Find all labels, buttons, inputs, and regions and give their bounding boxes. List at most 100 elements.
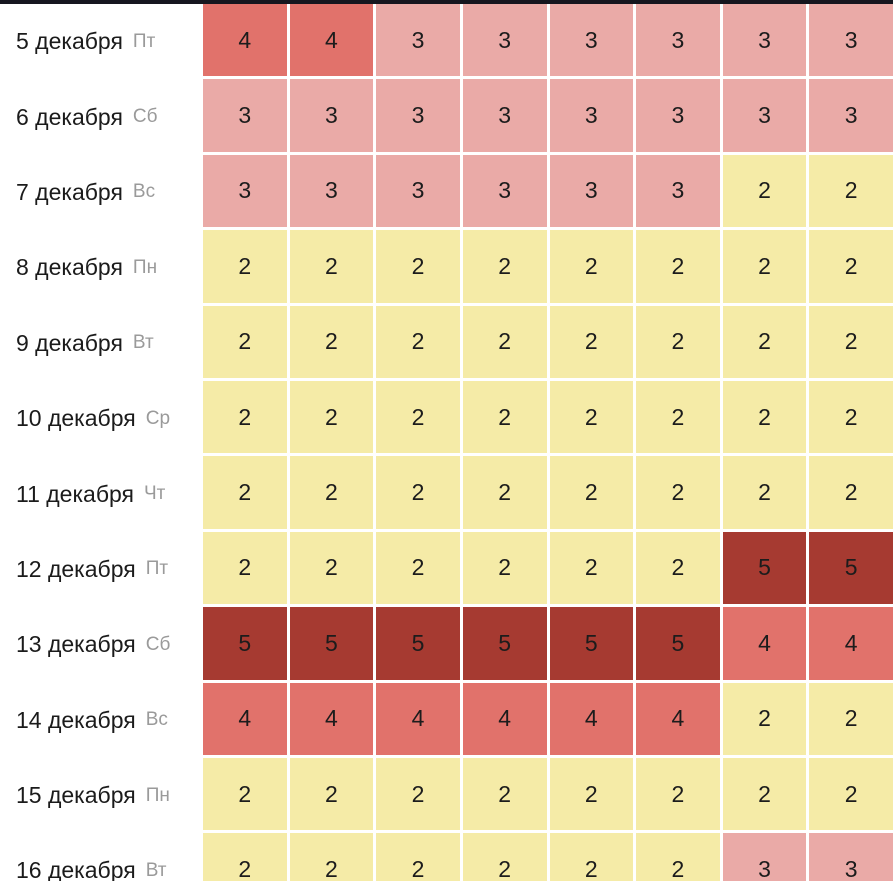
heat-cell[interactable]: 2 bbox=[289, 531, 374, 605]
heat-cell[interactable]: 3 bbox=[809, 79, 893, 152]
heat-cell[interactable]: 2 bbox=[636, 380, 720, 454]
heat-cell[interactable]: 2 bbox=[549, 833, 634, 881]
heat-cell[interactable]: 2 bbox=[462, 531, 547, 605]
heat-cell[interactable]: 2 bbox=[549, 380, 634, 454]
heat-cell[interactable]: 2 bbox=[289, 757, 374, 831]
heat-cell[interactable]: 3 bbox=[809, 4, 893, 77]
heat-cell[interactable]: 2 bbox=[289, 230, 374, 303]
heat-cell[interactable]: 2 bbox=[809, 380, 893, 454]
heat-cell[interactable]: 3 bbox=[809, 833, 893, 881]
heat-cell[interactable]: 2 bbox=[722, 380, 807, 454]
heat-cell[interactable]: 2 bbox=[722, 757, 807, 831]
heat-cell[interactable]: 2 bbox=[203, 456, 287, 529]
heat-cell[interactable]: 4 bbox=[289, 4, 374, 77]
heat-cell[interactable]: 5 bbox=[549, 607, 634, 680]
heat-cell[interactable]: 2 bbox=[549, 456, 634, 529]
heat-cell[interactable]: 3 bbox=[636, 4, 720, 77]
heat-cell[interactable]: 2 bbox=[636, 456, 720, 529]
heat-cell[interactable]: 2 bbox=[809, 456, 893, 529]
heat-cell[interactable]: 4 bbox=[289, 682, 374, 755]
heat-cell[interactable]: 2 bbox=[722, 305, 807, 378]
heat-cell[interactable]: 2 bbox=[376, 757, 460, 831]
heat-cell[interactable]: 3 bbox=[289, 79, 374, 152]
heat-cell[interactable]: 2 bbox=[203, 230, 287, 303]
heat-cell[interactable]: 5 bbox=[722, 531, 807, 605]
heat-cell[interactable]: 2 bbox=[462, 757, 547, 831]
heat-cell[interactable]: 5 bbox=[809, 531, 893, 605]
heat-cell[interactable]: 3 bbox=[549, 4, 634, 77]
heat-cell[interactable]: 3 bbox=[376, 4, 460, 77]
date-label: 12 декабря bbox=[16, 555, 136, 582]
heat-cell[interactable]: 5 bbox=[289, 607, 374, 680]
heat-cell[interactable]: 5 bbox=[376, 607, 460, 680]
heat-cell[interactable]: 3 bbox=[203, 79, 287, 152]
heat-cell[interactable]: 2 bbox=[549, 230, 634, 303]
heat-cell[interactable]: 5 bbox=[462, 607, 547, 680]
heat-cell[interactable]: 2 bbox=[636, 230, 720, 303]
heat-cell[interactable]: 2 bbox=[376, 305, 460, 378]
heat-cell[interactable]: 2 bbox=[549, 531, 634, 605]
heat-cell[interactable]: 3 bbox=[722, 4, 807, 77]
heat-cell[interactable]: 4 bbox=[809, 607, 893, 680]
heat-cell[interactable]: 2 bbox=[289, 833, 374, 881]
heat-cell[interactable]: 5 bbox=[636, 607, 720, 680]
heat-cell[interactable]: 3 bbox=[376, 79, 460, 152]
heat-cell[interactable]: 5 bbox=[203, 607, 287, 680]
heat-cell[interactable]: 2 bbox=[722, 456, 807, 529]
heat-cell[interactable]: 2 bbox=[289, 456, 374, 529]
heat-cell[interactable]: 4 bbox=[462, 682, 547, 755]
heat-cell[interactable]: 2 bbox=[636, 531, 720, 605]
heat-cell[interactable]: 2 bbox=[376, 230, 460, 303]
heat-cell[interactable]: 2 bbox=[462, 230, 547, 303]
heat-cell[interactable]: 3 bbox=[462, 79, 547, 152]
heat-cell[interactable]: 2 bbox=[203, 305, 287, 378]
heat-cell[interactable]: 2 bbox=[289, 380, 374, 454]
heat-cell[interactable]: 2 bbox=[376, 456, 460, 529]
heat-cell[interactable]: 2 bbox=[549, 757, 634, 831]
heat-cell[interactable]: 2 bbox=[462, 305, 547, 378]
heat-cell[interactable]: 3 bbox=[289, 154, 374, 228]
heat-cell[interactable]: 3 bbox=[462, 154, 547, 228]
heat-cell[interactable]: 2 bbox=[809, 682, 893, 755]
heat-cell[interactable]: 2 bbox=[376, 833, 460, 881]
heat-cell[interactable]: 3 bbox=[636, 154, 720, 228]
heat-cell[interactable]: 2 bbox=[203, 833, 287, 881]
heat-cell[interactable]: 4 bbox=[636, 682, 720, 755]
heat-cell[interactable]: 4 bbox=[203, 682, 287, 755]
heat-cell[interactable]: 2 bbox=[722, 230, 807, 303]
heat-cell[interactable]: 2 bbox=[462, 456, 547, 529]
heat-cell[interactable]: 2 bbox=[809, 230, 893, 303]
heat-cell[interactable]: 2 bbox=[809, 305, 893, 378]
heat-cell[interactable]: 4 bbox=[203, 4, 287, 77]
heat-cell[interactable]: 3 bbox=[376, 154, 460, 228]
heat-cell[interactable]: 2 bbox=[203, 757, 287, 831]
heat-cell[interactable]: 3 bbox=[549, 154, 634, 228]
heat-cell[interactable]: 4 bbox=[376, 682, 460, 755]
heat-cell[interactable]: 2 bbox=[203, 380, 287, 454]
heat-cell[interactable]: 2 bbox=[376, 531, 460, 605]
heat-cell[interactable]: 3 bbox=[722, 833, 807, 881]
heat-cell[interactable]: 2 bbox=[636, 833, 720, 881]
heat-cell[interactable]: 2 bbox=[203, 531, 287, 605]
heat-cell[interactable]: 2 bbox=[722, 154, 807, 228]
heat-cell[interactable]: 4 bbox=[722, 607, 807, 680]
heat-cell[interactable]: 2 bbox=[462, 833, 547, 881]
heat-cell[interactable]: 3 bbox=[636, 79, 720, 152]
heat-cell[interactable]: 2 bbox=[376, 380, 460, 454]
heat-cell[interactable]: 2 bbox=[289, 305, 374, 378]
heat-cell[interactable]: 3 bbox=[462, 4, 547, 77]
heat-cell[interactable]: 2 bbox=[549, 305, 634, 378]
heat-cell[interactable]: 4 bbox=[549, 682, 634, 755]
heat-cell[interactable]: 2 bbox=[462, 380, 547, 454]
heat-cell[interactable]: 3 bbox=[203, 154, 287, 228]
heat-cell[interactable]: 3 bbox=[722, 79, 807, 152]
heat-cell[interactable]: 2 bbox=[722, 682, 807, 755]
heat-cell[interactable]: 2 bbox=[809, 154, 893, 228]
heat-cell[interactable]: 2 bbox=[636, 757, 720, 831]
heat-cell[interactable]: 2 bbox=[809, 757, 893, 831]
heat-cell[interactable]: 3 bbox=[549, 79, 634, 152]
heat-cell[interactable]: 2 bbox=[636, 305, 720, 378]
